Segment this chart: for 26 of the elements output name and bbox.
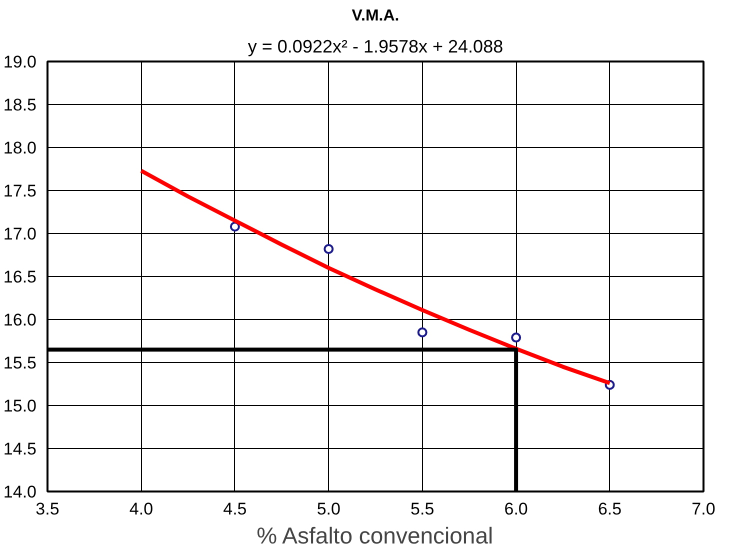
x-tick-label: 5.5 [410,500,434,518]
point [511,332,522,343]
x-tick-label: 5.0 [316,500,340,518]
x-tick-label: 4.5 [223,500,247,518]
x-tick-label: 6.0 [504,500,528,518]
y-tick-label: 18.0 [3,138,37,158]
y-tick-label: 18.5 [3,96,37,114]
y-tick-label: 15.0 [3,396,37,416]
y-tick-label: 14.5 [3,440,37,458]
y-tick-label: 17.0 [3,224,37,244]
x-tick-label: 7.0 [692,500,716,518]
x-tick-label: 4.0 [129,500,154,518]
x-tick-label: 3.5 [36,500,60,518]
y-tick-label: 15.5 [3,354,37,372]
x-axis-title: % Asfalto convencional [256,522,494,548]
y-tick-label: 14.0 [3,482,37,502]
text: y = 0.0922x² - 1.9578x + 24.088 [248,36,504,56]
point [230,222,240,232]
chart-title: V.M.A. [352,8,400,24]
y-tick-label: 16.5 [3,268,37,286]
point [417,327,428,338]
x-tick-label: 6.5 [598,500,622,518]
point [324,244,334,254]
y-tick-label: 16.0 [3,310,37,330]
y-tick-label: 19.0 [3,52,37,72]
y-tick-label: 17.5 [3,182,37,200]
